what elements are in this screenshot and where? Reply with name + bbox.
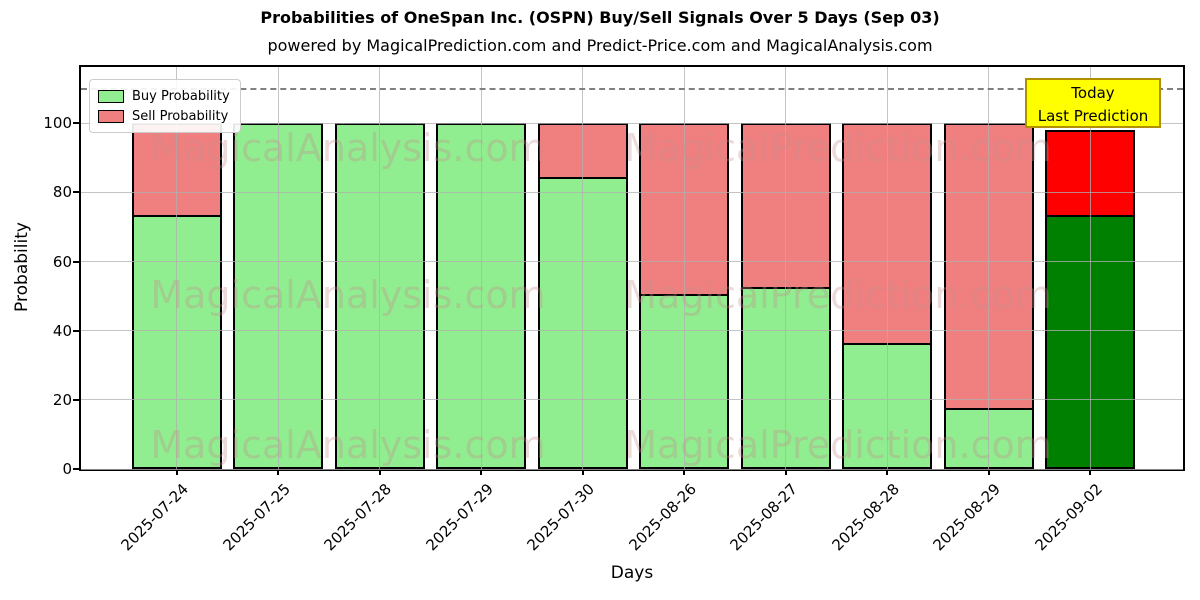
y-tick-mark-40 — [73, 329, 80, 332]
h-gridline-100 — [81, 122, 1183, 124]
x-tick-label-2025-07-29: 2025-07-29 — [422, 480, 497, 555]
v-gridline-2025-07-29 — [480, 67, 482, 469]
y-tick-label-60: 60 — [52, 252, 72, 271]
plot-area — [79, 65, 1185, 471]
h-gridline-80 — [81, 191, 1183, 193]
v-gridline-2025-08-29 — [988, 67, 989, 469]
v-gridline-2025-07-25 — [277, 67, 279, 469]
y-tick-label-100: 100 — [43, 114, 72, 133]
chart-subtitle: powered by MagicalPrediction.com and Pre… — [267, 36, 933, 55]
chart-title: Probabilities of OneSpan Inc. (OSPN) Buy… — [260, 8, 940, 27]
x-tick-label-2025-07-24: 2025-07-24 — [117, 480, 193, 555]
v-gridline-2025-08-27 — [785, 67, 786, 469]
x-tick-label-2025-07-28: 2025-07-28 — [320, 480, 396, 555]
h-gridline-40 — [81, 330, 1183, 332]
dashed-threshold-line — [81, 87, 1183, 90]
y-tick-label-40: 40 — [52, 321, 72, 340]
x-tick-mark-2025-07-25 — [277, 469, 279, 475]
x-tick-label-2025-08-26: 2025-08-26 — [625, 480, 700, 555]
sell-swatch-icon — [98, 109, 124, 123]
v-gridline-2025-07-28 — [379, 67, 380, 469]
x-tick-mark-2025-08-27 — [784, 469, 787, 475]
y-tick-mark-20 — [73, 398, 80, 401]
legend-item-sell: Sell Probability — [98, 106, 230, 126]
x-tick-mark-2025-07-24 — [175, 469, 178, 475]
v-gridline-2025-07-24 — [176, 67, 177, 469]
y-axis-label: Probability — [12, 222, 32, 312]
y-tick-mark-0 — [73, 468, 80, 470]
x-tick-mark-2025-08-28 — [886, 469, 888, 475]
x-tick-mark-2025-08-29 — [987, 469, 990, 475]
legend: Buy Probability Sell Probability — [89, 79, 241, 133]
y-tick-label-20: 20 — [52, 390, 72, 409]
x-tick-mark-2025-08-26 — [683, 469, 685, 475]
x-tick-mark-2025-07-28 — [378, 469, 381, 475]
y-tick-label-80: 80 — [52, 183, 72, 202]
v-gridline-2025-08-28 — [886, 67, 888, 469]
y-tick-mark-100 — [73, 122, 80, 125]
v-gridline-2025-07-30 — [582, 67, 583, 469]
y-tick-label-0: 0 — [62, 460, 72, 478]
v-gridline-2025-08-26 — [683, 67, 685, 469]
y-tick-mark-80 — [73, 191, 80, 194]
x-tick-mark-2025-07-30 — [581, 469, 584, 475]
x-tick-label-2025-08-29: 2025-08-29 — [929, 480, 1005, 555]
h-gridline-0 — [81, 468, 1183, 470]
y-tick-mark-60 — [73, 260, 80, 263]
x-axis-label: Days — [610, 563, 654, 583]
x-tick-label-2025-08-28: 2025-08-28 — [828, 480, 903, 555]
x-tick-label-2025-07-30: 2025-07-30 — [523, 480, 599, 555]
today-annotation: Today Last Prediction — [1025, 78, 1161, 128]
x-tick-mark-2025-07-29 — [480, 469, 482, 475]
legend-label-buy: Buy Probability — [132, 88, 230, 104]
h-gridline-20 — [81, 399, 1183, 401]
today-annotation-line2: Last Prediction — [1037, 107, 1149, 125]
v-gridline-2025-09-02 — [1089, 67, 1091, 469]
today-annotation-line1: Today — [1071, 84, 1115, 102]
legend-label-sell: Sell Probability — [132, 108, 229, 124]
buy-swatch-icon — [98, 89, 124, 103]
x-tick-label-2025-08-27: 2025-08-27 — [726, 480, 802, 555]
x-tick-label-2025-07-25: 2025-07-25 — [219, 480, 294, 555]
h-gridline-60 — [81, 261, 1183, 263]
legend-item-buy: Buy Probability — [98, 86, 230, 106]
x-tick-mark-2025-09-02 — [1089, 469, 1091, 475]
x-tick-label-2025-09-02: 2025-09-02 — [1031, 480, 1106, 555]
